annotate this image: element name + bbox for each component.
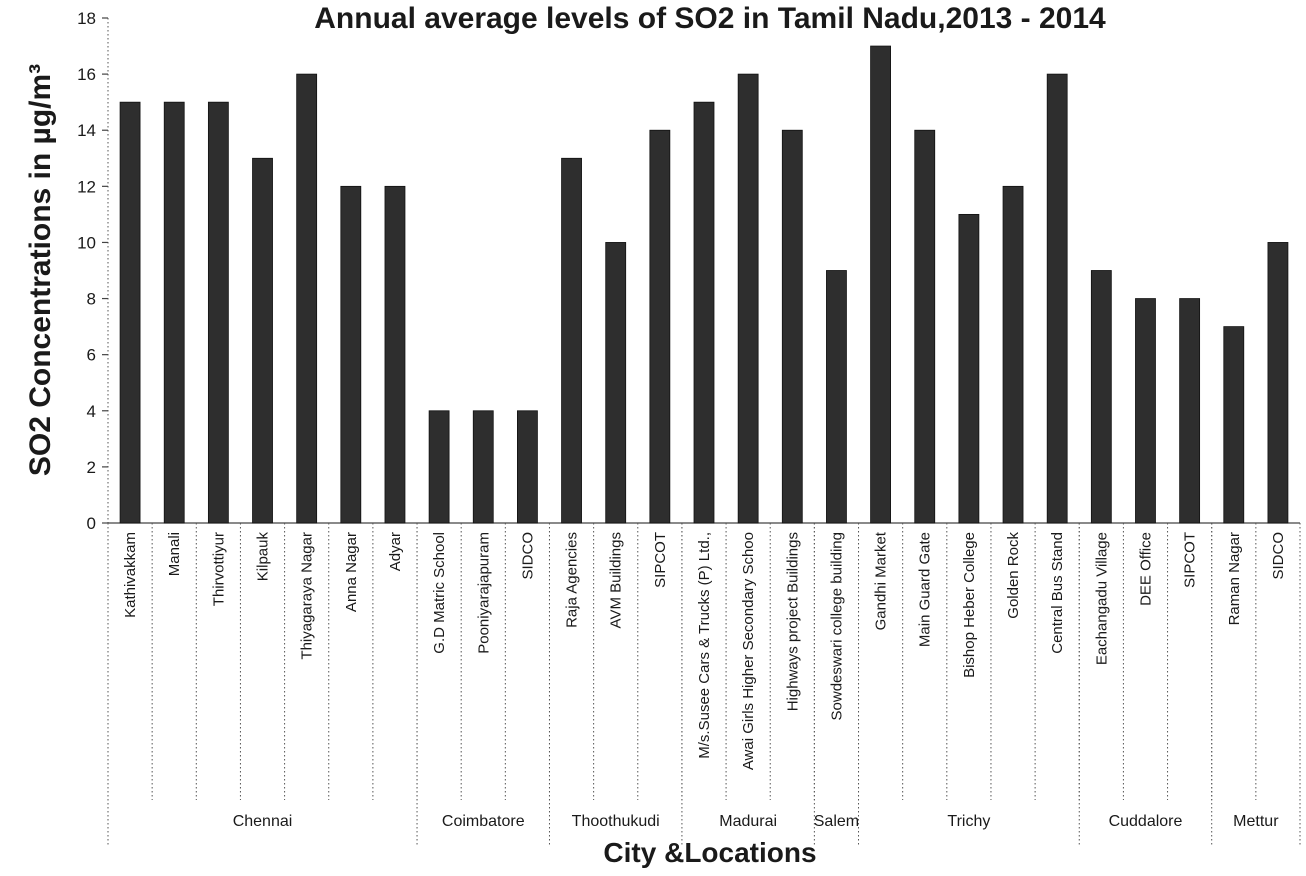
bar	[870, 45, 891, 524]
category-label: SIPCOT	[1182, 532, 1199, 588]
category-label: Awai Girls Higher Secondary Schoo	[740, 532, 757, 770]
bar	[826, 270, 847, 524]
category-label: Anna Nagar	[343, 532, 360, 612]
bar	[340, 185, 362, 524]
y-tick-label: 2	[87, 458, 96, 477]
category-label: Adyar	[387, 532, 404, 571]
group-label: Thoothukudi	[572, 813, 660, 830]
group-label: Madurai	[719, 813, 777, 830]
category-label: Central Bus Stand	[1049, 532, 1066, 654]
category-label: Raja Agencies	[564, 532, 581, 628]
group-label: Coimbatore	[442, 813, 525, 830]
y-tick-label: 8	[87, 290, 96, 309]
category-label: Bishop Heber College	[961, 532, 978, 678]
category-label: G.D Matric School	[431, 532, 448, 654]
bar	[1223, 326, 1245, 524]
bar	[649, 129, 671, 524]
category-label: Thirvottiyur	[210, 532, 227, 606]
bar	[1090, 270, 1112, 524]
bar	[163, 101, 185, 524]
category-label: SIDCO	[1270, 532, 1287, 580]
category-label: DEE Office	[1137, 532, 1154, 606]
category-label: SIDCO	[519, 532, 536, 580]
bar	[428, 410, 450, 524]
bar	[1002, 185, 1024, 524]
category-label: AVM Buildings	[608, 532, 625, 628]
category-label: Golden Rock	[1005, 532, 1022, 619]
y-tick-label: 0	[87, 514, 96, 533]
bar	[914, 129, 936, 524]
y-axis-label: SO2 Concentrations in µg/m³	[24, 64, 57, 476]
group-label: Trichy	[947, 813, 990, 830]
bar	[737, 73, 759, 524]
x-axis-label: City &Locations	[603, 837, 816, 868]
group-label: Mettur	[1233, 813, 1279, 830]
bar	[384, 185, 406, 524]
category-label: M/s.Susee Cars & Trucks (P) Ltd.,	[696, 532, 713, 759]
y-tick-label: 4	[87, 402, 96, 421]
y-tick-label: 12	[77, 177, 96, 196]
category-label: Pooniyarajapuram	[475, 532, 492, 654]
y-tick-label: 10	[77, 233, 96, 252]
category-label: Highways project Buildings	[784, 532, 801, 711]
category-label: Manali	[166, 532, 183, 576]
group-label: Chennai	[233, 813, 293, 830]
bar	[561, 157, 582, 524]
y-tick-label: 18	[77, 9, 96, 28]
category-label: Kathivakkam	[122, 532, 139, 618]
bar	[693, 101, 715, 524]
bar	[119, 101, 141, 524]
category-label: Main Guard Gate	[917, 532, 934, 647]
category-label: Thiyagaraya Nagar	[299, 532, 316, 660]
y-tick-label: 6	[87, 346, 96, 365]
bar	[1046, 73, 1068, 524]
bar	[207, 101, 229, 524]
y-tick-label: 16	[77, 65, 96, 84]
group-labels: Chennai Coimbatore Thoothukudi Madurai Salem…	[107, 523, 1301, 845]
bar	[781, 129, 803, 524]
category-label: Gandhi Market	[873, 531, 890, 630]
category-label: Kilpauk	[255, 532, 272, 582]
bars	[119, 45, 1289, 524]
category-label: Eachangadu Village	[1093, 532, 1110, 665]
bar	[296, 73, 318, 524]
group-label: Salem	[814, 813, 859, 830]
bar	[252, 157, 273, 524]
chart-title: Annual average levels of SO2 in Tamil Na…	[314, 2, 1106, 35]
category-label: SIPCOT	[652, 532, 669, 588]
bar	[472, 410, 494, 524]
bar	[1135, 298, 1156, 524]
category-label: Raman Nagar	[1226, 532, 1243, 625]
bar	[517, 410, 538, 524]
bar	[605, 242, 627, 524]
group-label: Cuddalore	[1109, 813, 1183, 830]
y-tick-label: 14	[77, 121, 96, 140]
bar	[958, 213, 980, 524]
bar	[1267, 242, 1289, 524]
category-labels: Kathivakkam Manali Thirvottiyur Kilpauk Thiy…	[107, 523, 1301, 800]
category-label: Sowdeswari college building	[828, 532, 845, 720]
bar	[1179, 298, 1201, 524]
